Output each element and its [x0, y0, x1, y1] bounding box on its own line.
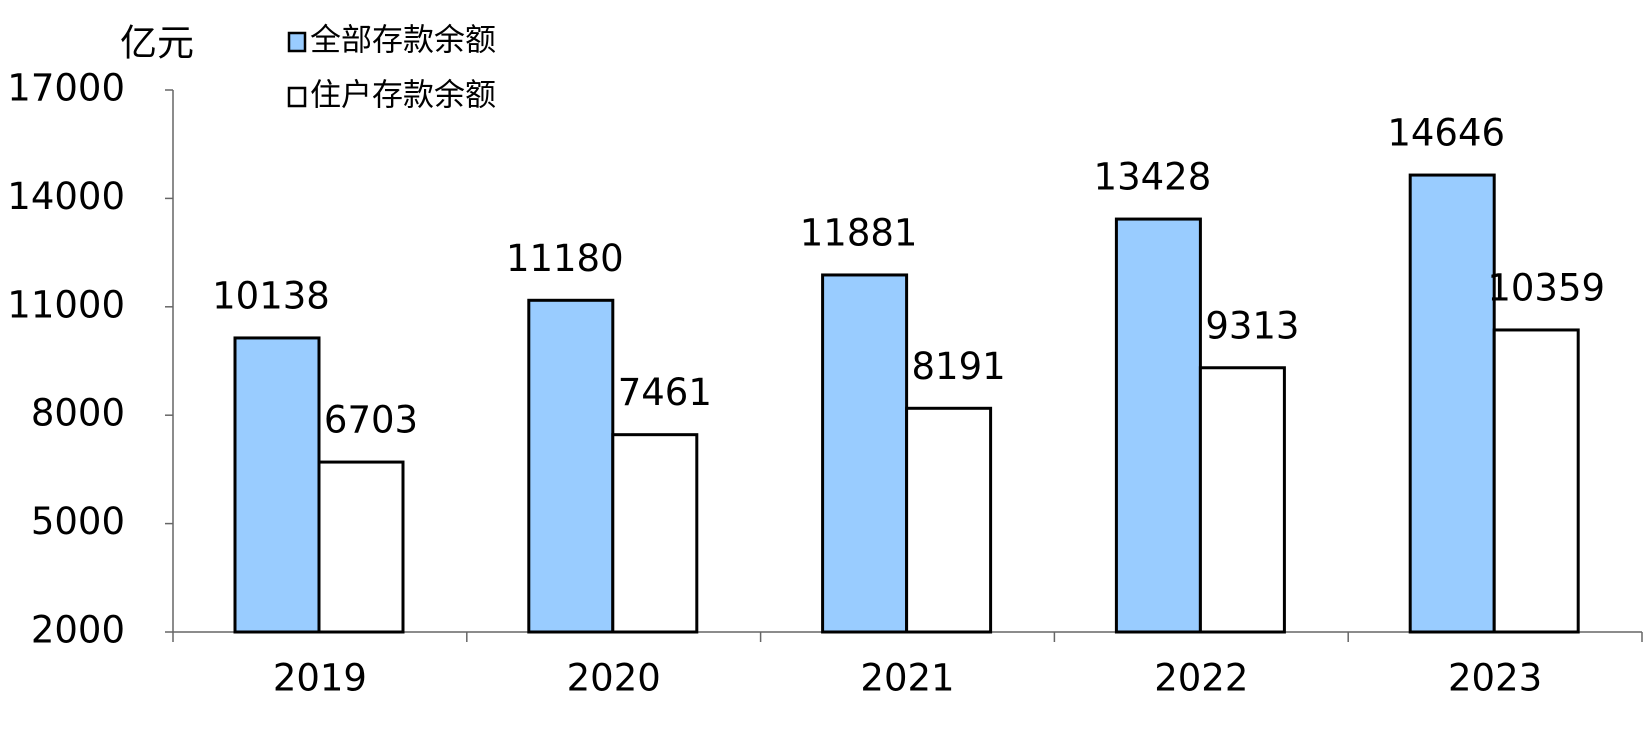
value-label: 10138	[212, 274, 330, 317]
y-tick-label: 14000	[7, 175, 125, 218]
bar	[527, 298, 615, 634]
value-label: 9313	[1205, 304, 1299, 347]
value-label: 8191	[912, 345, 1006, 388]
legend-swatch	[287, 31, 307, 53]
bar	[1198, 366, 1286, 634]
x-tick-label: 2023	[1448, 657, 1542, 700]
y-tick-label: 2000	[31, 609, 125, 652]
bar	[317, 460, 405, 634]
value-label: 11180	[506, 237, 624, 280]
bar	[1408, 173, 1496, 634]
bar	[233, 336, 321, 634]
bar	[1114, 217, 1202, 634]
x-tick-label: 2021	[860, 657, 954, 700]
x-tick-label: 2019	[273, 657, 367, 700]
y-tick-label: 11000	[7, 283, 125, 326]
value-label: 13428	[1094, 156, 1212, 199]
x-tick-label: 2020	[567, 657, 661, 700]
bar	[1492, 328, 1580, 634]
value-label: 14646	[1387, 112, 1505, 155]
bar	[611, 433, 699, 634]
y-tick-label: 17000	[7, 67, 125, 110]
value-label: 10359	[1487, 266, 1605, 309]
value-label: 7461	[618, 371, 712, 414]
legend-swatch	[287, 86, 307, 108]
legend-label: 住户存款余额	[310, 78, 496, 114]
value-label: 11881	[800, 211, 918, 254]
y-axis-unit: 亿元	[120, 22, 194, 65]
bar	[905, 406, 993, 634]
x-tick-label: 2022	[1154, 657, 1248, 700]
legend-label: 全部存款余额	[310, 23, 496, 59]
y-tick-label: 5000	[31, 500, 125, 543]
value-label: 6703	[324, 399, 418, 442]
bar	[821, 273, 909, 634]
y-tick-label: 8000	[31, 392, 125, 435]
